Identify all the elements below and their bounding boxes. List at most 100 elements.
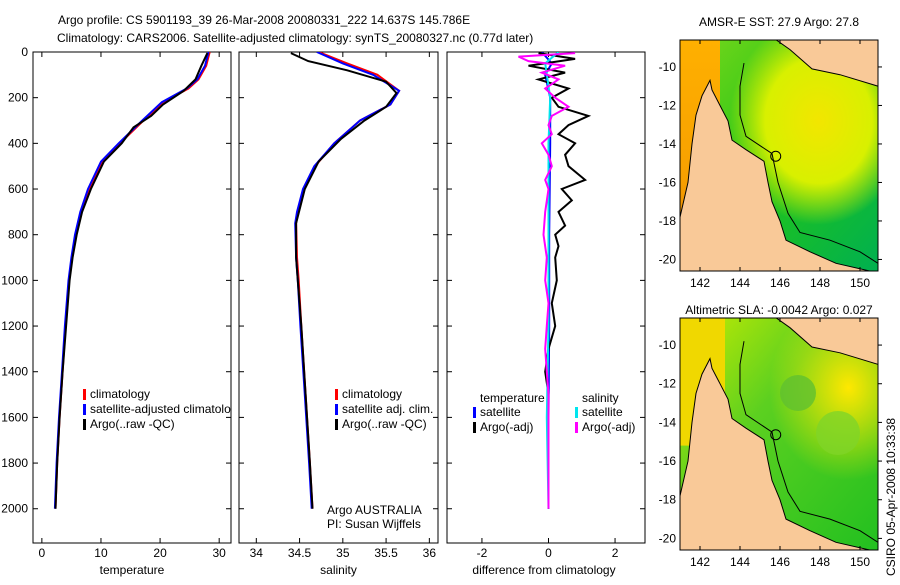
map-frame <box>679 39 879 272</box>
legend-label: Argo(-adj) <box>480 420 533 434</box>
legend-heading: temperature <box>480 391 545 405</box>
legend-swatch <box>83 389 86 400</box>
legend-label: satellite <box>480 405 521 419</box>
legend-swatch <box>575 422 578 433</box>
land-australia <box>680 78 872 271</box>
map-frame <box>679 317 879 551</box>
x-tick-label: 35 <box>336 546 350 560</box>
lon-tick-label: 144 <box>730 555 750 569</box>
series-line-temperature-argo-adj- <box>528 52 592 509</box>
y-tick-label: 0 <box>21 45 28 59</box>
y-tick-label: 1400 <box>1 365 28 379</box>
series-line-argo-raw-qc- <box>290 52 398 509</box>
series-line-satellite-adjusted-climatology <box>53 52 210 509</box>
title-line-2: Climatology: CARS2006. Satellite-adjuste… <box>57 31 533 45</box>
lat-tick-label: -20 <box>659 252 677 266</box>
lat-tick-label: -18 <box>659 214 677 228</box>
plot-frame <box>446 51 646 544</box>
shelf-contour <box>739 63 878 264</box>
map-title: AMSR-E SST: 27.9 Argo: 27.8 <box>699 15 859 29</box>
legend-swatch <box>335 419 338 430</box>
plot-frame <box>32 51 232 544</box>
lon-tick-label: 150 <box>850 555 870 569</box>
land-new-guinea <box>730 318 878 365</box>
annotation-text: PI: Susan Wijffels <box>327 517 421 531</box>
series-line-satellite-adj-clim- <box>294 52 401 509</box>
legend-swatch <box>575 407 578 418</box>
y-tick-label: 1200 <box>1 319 28 333</box>
lon-tick-label: 150 <box>850 276 870 290</box>
y-tick-label: 200 <box>8 91 28 105</box>
legend-label: Argo(-adj) <box>582 420 635 434</box>
lat-tick-label: -16 <box>659 454 677 468</box>
y-tick-label: 1000 <box>1 273 28 287</box>
land-australia <box>680 357 872 550</box>
x-axis-label: difference from climatology <box>472 563 615 577</box>
y-tick-label: 2000 <box>1 502 28 516</box>
map-panel-1: AMSR-E SST: 27.9 Argo: 27.8 142 144 146 148 1… <box>659 15 882 290</box>
map-title: Altimetric SLA: -0.0042 Argo: 0.027 <box>685 303 873 317</box>
series-line-salinity-argo-adj- <box>518 52 576 509</box>
legend-swatch <box>473 407 476 418</box>
x-tick-label: 35.5 <box>374 546 398 560</box>
x-tick-label: 0 <box>545 546 552 560</box>
x-tick-label: 20 <box>153 546 167 560</box>
lon-tick-label: 146 <box>770 276 790 290</box>
lat-tick-label: -12 <box>659 98 677 112</box>
legend-label: Argo(..raw -QC) <box>342 417 427 431</box>
y-tick-label: 1600 <box>1 410 28 424</box>
legend-label: Argo(..raw -QC) <box>90 417 175 431</box>
lon-tick-label: 142 <box>690 276 710 290</box>
legend-heading: salinity <box>582 391 619 405</box>
panel-2: 34 34.5 35 35.5 36 salinity climatologysatelli… <box>238 51 439 577</box>
legend-swatch <box>83 404 86 415</box>
legend-swatch <box>83 419 86 430</box>
panel-3: -2 0 2 difference from climatology temperatu… <box>446 51 646 577</box>
lat-tick-label: -14 <box>659 415 677 429</box>
title-line-1: Argo profile: CS 5901193_39 26-Mar-2008 … <box>58 13 470 27</box>
annotation-text: Argo AUSTRALIA <box>327 503 422 517</box>
x-axis-label: salinity <box>320 563 357 577</box>
legend-swatch <box>335 389 338 400</box>
legend-label: climatology <box>342 387 402 401</box>
side-stamp: CSIRO 05-Apr-2008 10:33:38 <box>884 418 898 576</box>
x-tick-label: 34 <box>250 546 264 560</box>
x-tick-label: 36 <box>423 546 437 560</box>
y-tick-label: 400 <box>8 136 28 150</box>
x-tick-label: 10 <box>94 546 108 560</box>
legend-label: satellite <box>582 405 623 419</box>
lon-tick-label: 148 <box>810 555 830 569</box>
x-tick-label: 2 <box>612 546 619 560</box>
lon-tick-label: 146 <box>770 555 790 569</box>
lat-tick-label: -16 <box>659 175 677 189</box>
legend-label: satellite-adjusted climatology <box>90 402 243 416</box>
x-tick-label: -2 <box>477 546 488 560</box>
series-line-climatology <box>54 52 211 509</box>
profile-location-marker <box>770 429 782 441</box>
shelf-contour <box>739 341 878 543</box>
legend-swatch <box>473 422 476 433</box>
x-tick-label: 30 <box>212 546 226 560</box>
y-tick-label: 800 <box>8 228 28 242</box>
series-line-climatology <box>295 52 401 509</box>
lon-tick-label: 144 <box>730 276 750 290</box>
lat-tick-label: -10 <box>659 338 677 352</box>
sla-feature <box>780 375 816 411</box>
lon-tick-label: 142 <box>690 555 710 569</box>
lat-tick-label: -20 <box>659 531 677 545</box>
y-tick-label: 600 <box>8 182 28 196</box>
lat-tick-label: -18 <box>659 493 677 507</box>
x-axis-label: temperature <box>100 563 165 577</box>
y-tick-label: 1800 <box>1 456 28 470</box>
plot-frame <box>238 51 439 544</box>
legend-label: climatology <box>90 387 150 401</box>
lat-tick-label: -10 <box>659 60 677 74</box>
x-tick-label: 0 <box>39 546 46 560</box>
x-tick-label: 34.5 <box>288 546 312 560</box>
legend-label: satellite adj. clim. <box>342 402 433 416</box>
lat-tick-label: -14 <box>659 137 677 151</box>
land-new-guinea <box>730 40 878 87</box>
legend-swatch <box>335 404 338 415</box>
map-panel-2: Altimetric SLA: -0.0042 Argo: 0.027 142 14… <box>659 303 882 569</box>
